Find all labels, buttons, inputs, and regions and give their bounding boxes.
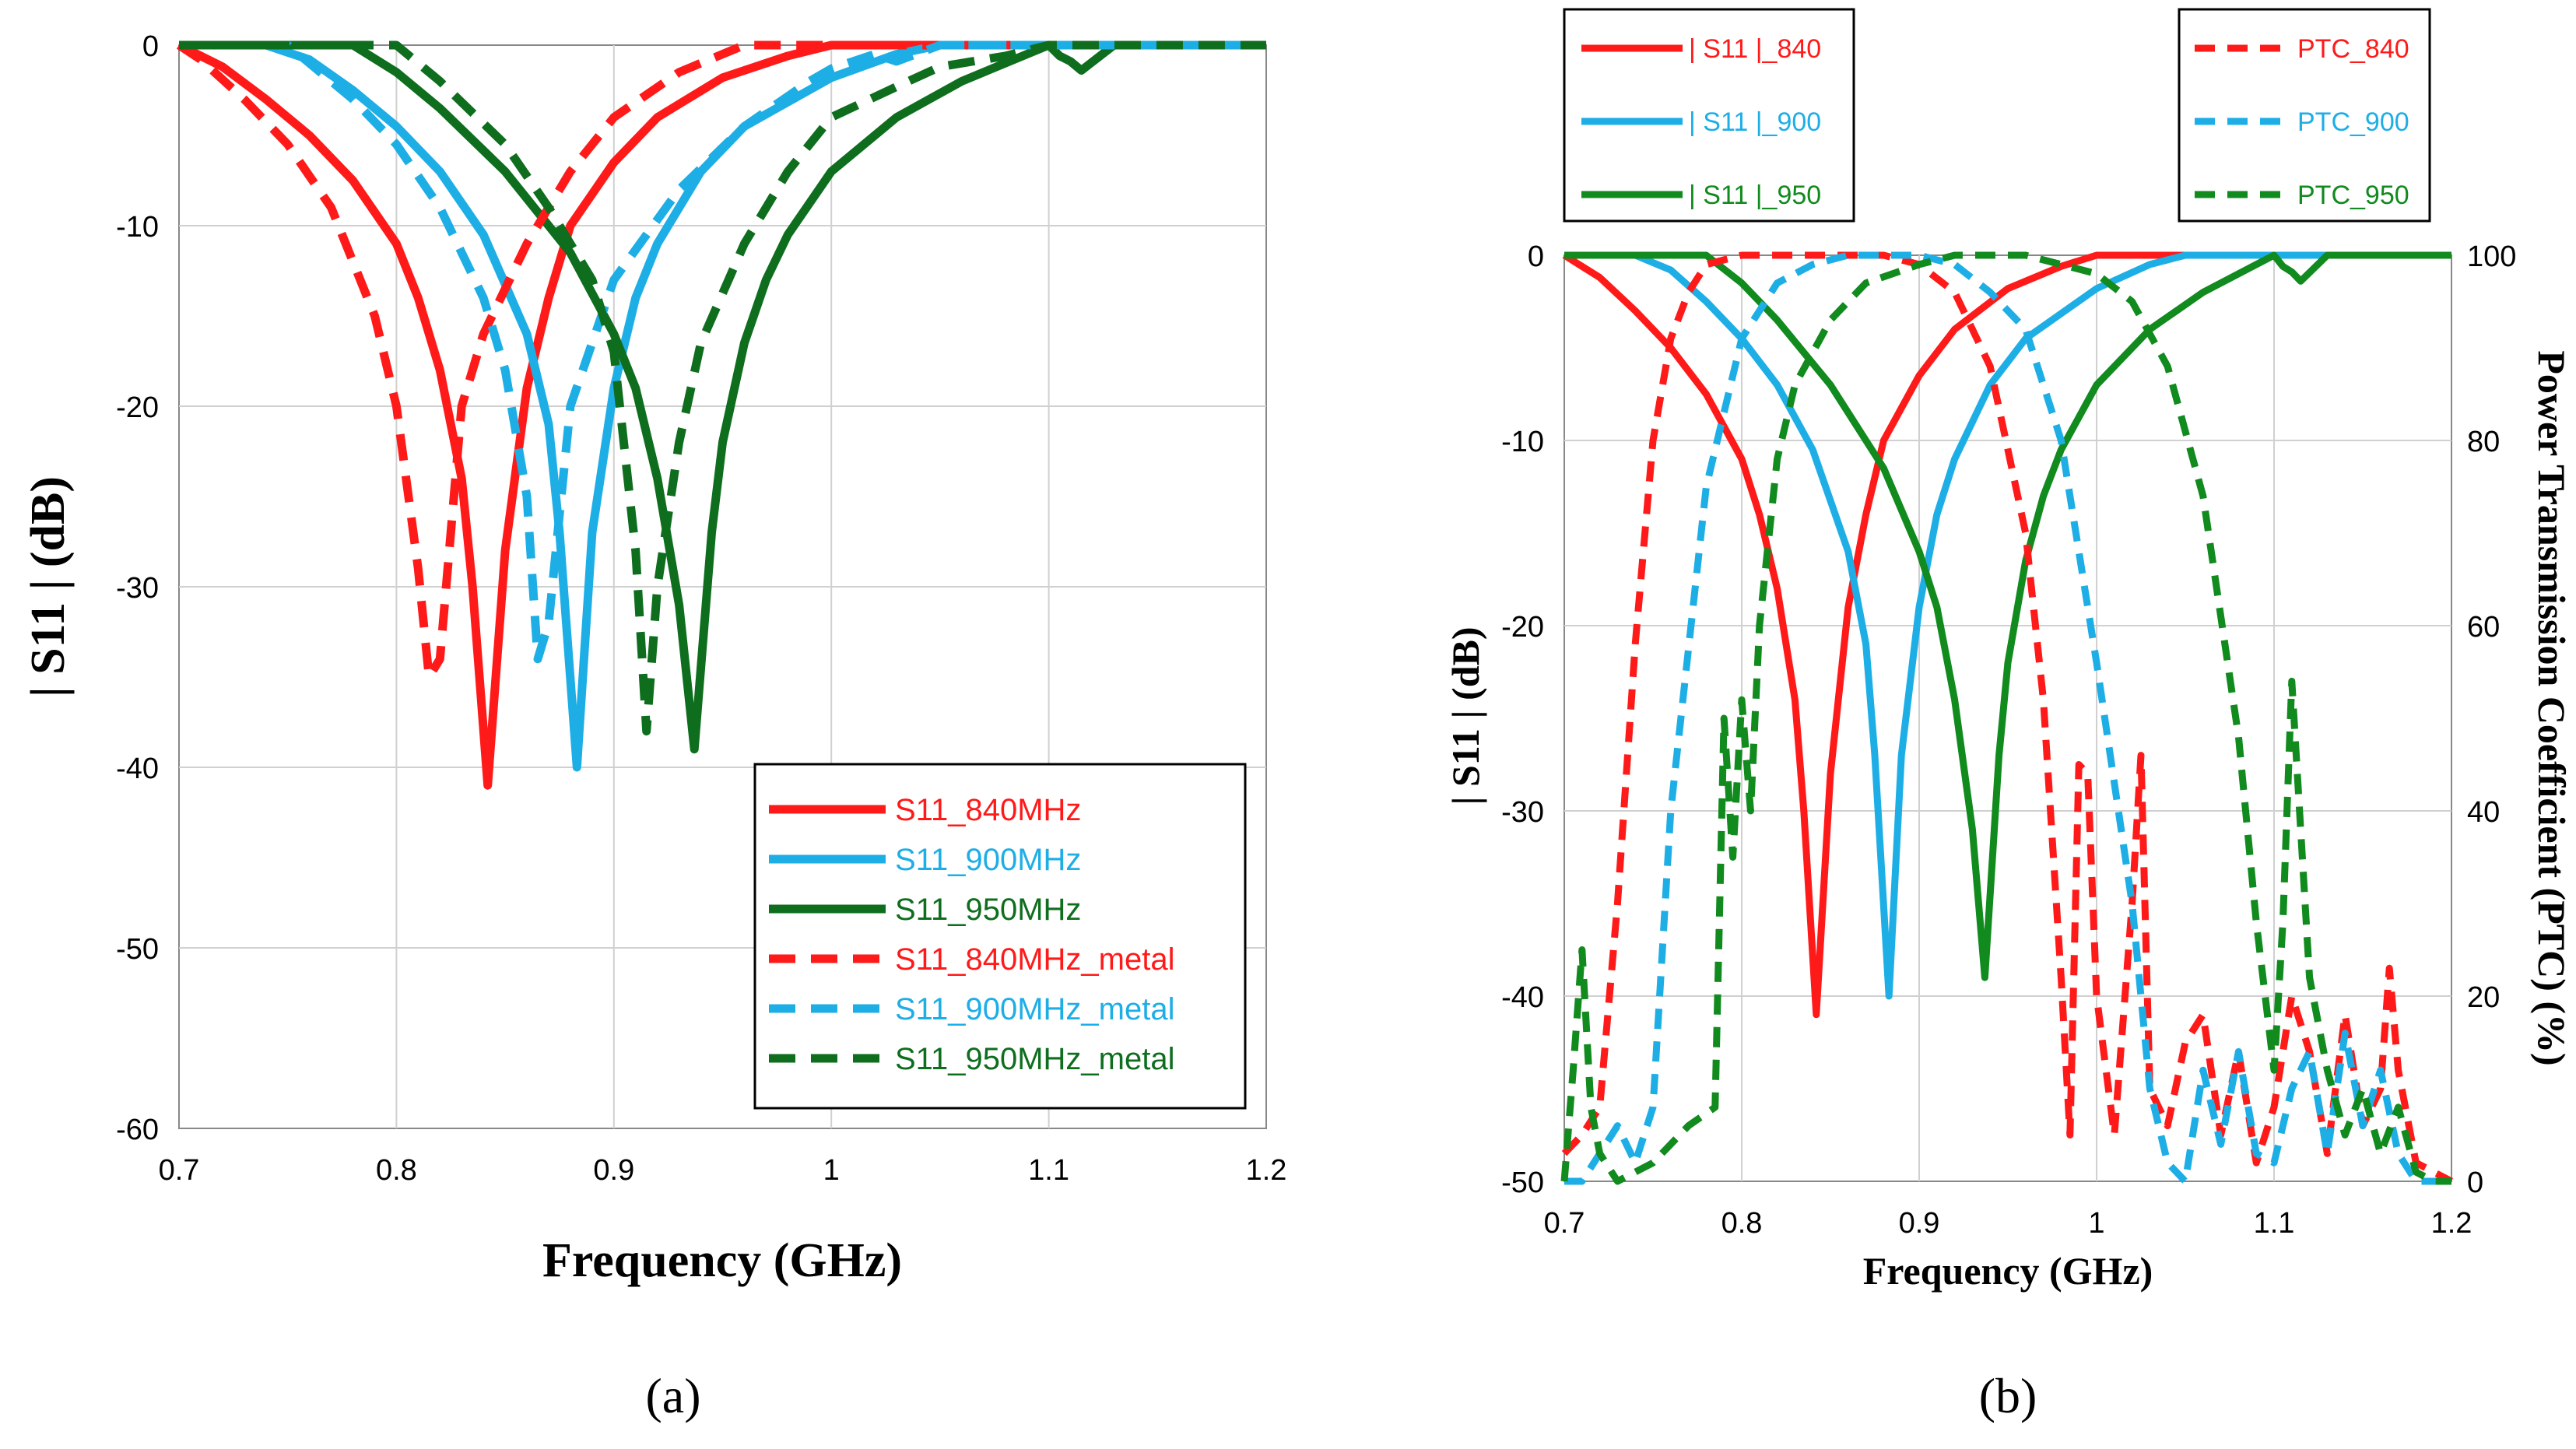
x-axis-label-b: Frequency (GHz) [1863, 1249, 2153, 1293]
series-line-ptc-950 [1560, 251, 2451, 1185]
x-tick-label: 1.2 [2431, 1207, 2472, 1240]
curves-b [1560, 251, 2454, 1185]
x-tick-labels-a: 0.7 0.8 0.9 1 1.1 1.2 [159, 1154, 1287, 1187]
y-tick-labels-b: 0 -10 -20 -30 -40 -50 [1501, 240, 1544, 1199]
y-axis-label-b: | S11 | (dB) [1444, 626, 1487, 805]
y-tick-label: -40 [116, 753, 159, 785]
caption-a: (a) [645, 1368, 700, 1423]
y2-tick-label: 40 [2467, 796, 2500, 829]
panel-b: 0.7 0.8 0.9 1 1.1 1.2 0 -10 -20 -30 -40 -50 100 80 6… [1444, 8, 2574, 1423]
legend-label: PTC_950 [2297, 181, 2409, 210]
legend-box-b-right [2178, 8, 2431, 223]
legend-label: S11_950MHz_metal [895, 1042, 1174, 1076]
legend-box-b-left [1563, 8, 1855, 223]
y2-tick-label: 60 [2467, 611, 2500, 644]
x-tick-label: 0.9 [593, 1154, 634, 1187]
x-tick-label: 0.9 [1899, 1207, 1940, 1240]
series-line-s11-900mhz-metal [179, 40, 1266, 664]
legend-label: S11_900MHz_metal [895, 992, 1174, 1026]
y-tick-label: -50 [1501, 1167, 1544, 1199]
y-tick-label: -50 [116, 933, 159, 966]
legend-label: S11_840MHz_metal [895, 942, 1174, 977]
y2-tick-labels-b: 100 80 60 40 20 0 [2467, 240, 2516, 1199]
series-line-s11-900mhz [179, 40, 1266, 772]
legend-label: S11_950MHz [895, 893, 1081, 927]
legend-box-a [753, 763, 1247, 1110]
panel-a: 0.7 0.8 0.9 1 1.1 1.2 0 -10 -20 -30 -40 -50 -60 Fre… [22, 30, 1286, 1423]
y-tick-label: -20 [1501, 611, 1544, 644]
legend-label: S11_840MHz [895, 793, 1081, 827]
legend-label: PTC_840 [2297, 34, 2409, 64]
legend-label: | S11 |_840 [1689, 34, 1821, 64]
y-tick-label: 0 [1528, 240, 1544, 273]
legend-label: S11_900MHz [895, 843, 1081, 877]
legend-label: PTC_900 [2297, 107, 2409, 137]
series-line-s11-950mhz [179, 40, 1266, 754]
y-tick-label: -10 [116, 211, 159, 244]
y2-axis-label-b: Power Transmission Coefficient (PTC) (%) [2530, 350, 2574, 1065]
x-tick-label: 1 [823, 1154, 840, 1187]
series-line-s11-900 [1564, 251, 2451, 1000]
series-line-s11-950 [1564, 251, 2451, 981]
y-tick-label: 0 [142, 30, 159, 63]
x-tick-label: 1.2 [1246, 1154, 1287, 1187]
y2-tick-label: 100 [2467, 240, 2516, 273]
y-tick-label: -30 [116, 572, 159, 605]
x-tick-labels-b: 0.7 0.8 0.9 1 1.1 1.2 [1544, 1207, 2472, 1240]
y2-tick-label: 0 [2467, 1167, 2483, 1199]
legend-a: S11_840MHz S11_900MHz S11_950MHz S11_840MHz… [753, 763, 1247, 1110]
x-tick-label: 0.8 [1721, 1207, 1763, 1240]
x-tick-label: 0.7 [1544, 1207, 1585, 1240]
x-tick-label: 1.1 [2254, 1207, 2295, 1240]
legend-label: | S11 |_950 [1689, 181, 1821, 210]
y-tick-labels-a: 0 -10 -20 -30 -40 -50 -60 [116, 30, 159, 1146]
y-tick-label: -40 [1501, 981, 1544, 1014]
x-tick-label: 1 [2088, 1207, 2104, 1240]
gridlines-b [1564, 255, 2451, 1181]
y-tick-label: -10 [1501, 426, 1544, 458]
y-tick-label: -60 [116, 1114, 159, 1146]
x-tick-label: 0.7 [159, 1154, 200, 1187]
y-tick-label: -30 [1501, 796, 1544, 829]
y2-tick-label: 80 [2467, 426, 2500, 458]
y-tick-label: -20 [116, 391, 159, 424]
series-line-s11-840 [1562, 251, 2451, 1019]
x-axis-label-a: Frequency (GHz) [542, 1234, 902, 1287]
series-line-ptc-900 [1564, 251, 2451, 1185]
y-axis-label-a: | S11 | (dB) [22, 476, 75, 697]
x-tick-label: 0.8 [376, 1154, 417, 1187]
y2-tick-label: 20 [2467, 981, 2500, 1014]
legend-label: | S11 |_900 [1689, 107, 1821, 137]
series-line-ptc-840 [1561, 251, 2454, 1184]
series-line-s11-950mhz-metal [179, 40, 1266, 736]
legend-b: | S11 |_840 | S11 |_900 | S11 |_950 PTC_840… [1563, 8, 2431, 223]
x-tick-label: 1.1 [1028, 1154, 1069, 1187]
curves-a [176, 40, 1266, 790]
caption-b: (b) [1979, 1368, 2037, 1423]
series-line-s11-840mhz-metal [176, 40, 1266, 682]
